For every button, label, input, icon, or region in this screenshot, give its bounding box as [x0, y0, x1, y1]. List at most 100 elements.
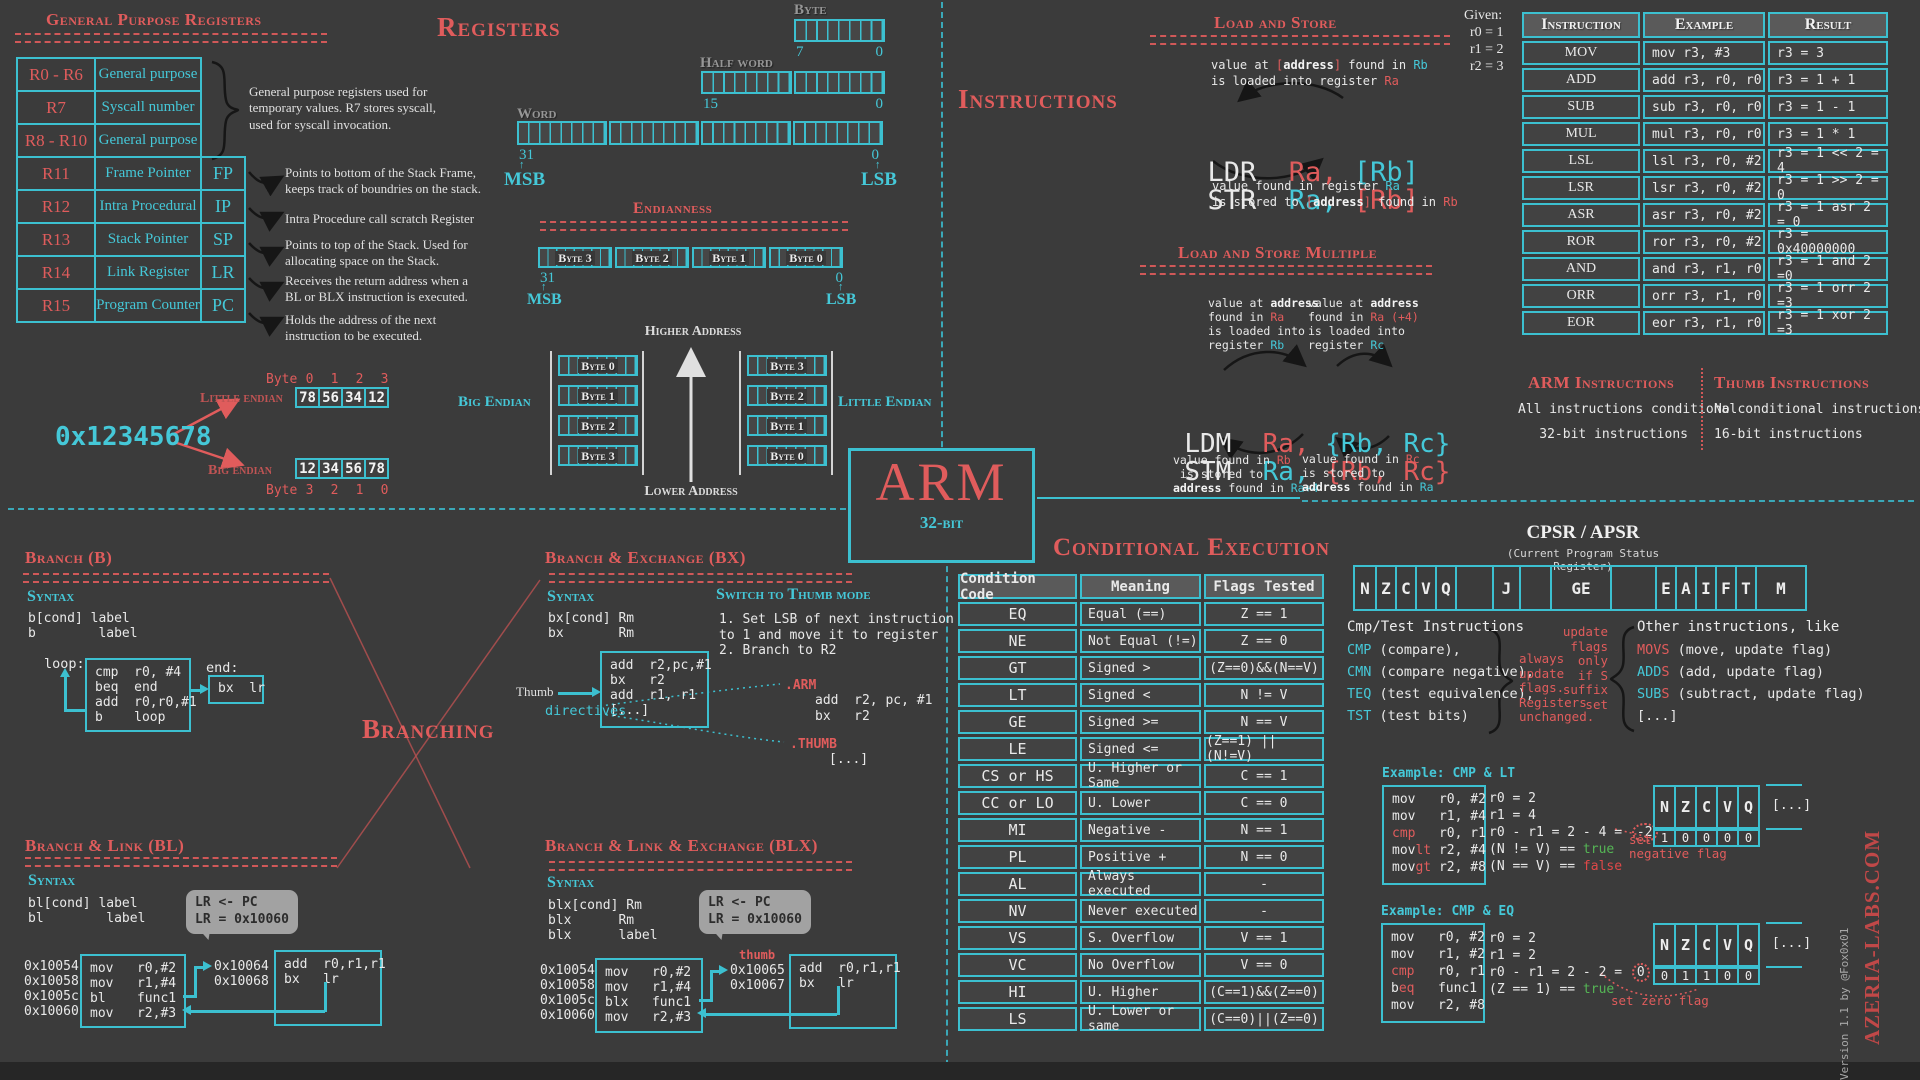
instruction-example: ror r3, r0, #2 — [1643, 230, 1765, 254]
note-segment: false — [1582, 859, 1623, 874]
blx-lr-bubble: LR <- PC LR = 0x10060 — [699, 890, 811, 934]
condition-code: GT — [958, 656, 1077, 680]
byte-number: 3 — [305, 483, 314, 498]
note-segment: found in — [1208, 310, 1271, 324]
note-segment: (Z == 1) == — [1489, 982, 1583, 997]
instruction-result: r3 = 1 << 2 = 4 — [1768, 146, 1888, 176]
gpr-table: R0 - R6 General purpose R7 Syscall numbe… — [16, 57, 246, 323]
gpr-register: R0 - R6 — [16, 57, 96, 92]
note-line: (N == V) == false — [1489, 859, 1658, 877]
instruction-table-header: Instruction Example Result — [1522, 12, 1888, 38]
note-segment: value found in — [1173, 453, 1277, 467]
other-instruction-item: [...] — [1637, 707, 1865, 729]
instruction-result: r3 = 1 xor 2 =3 — [1768, 308, 1888, 338]
byte-value: 12 — [364, 387, 389, 408]
condition-meaning: U. Higher — [1080, 980, 1201, 1004]
note-segment: (N == V) == — [1489, 859, 1583, 874]
flag-bit: Q — [1737, 785, 1760, 829]
address: 0x10060 — [540, 1008, 595, 1023]
condition-flags: N == V — [1204, 710, 1324, 734]
byte-value: 56 — [341, 458, 366, 479]
example1-label: Example: CMP & LT — [1382, 766, 1516, 781]
condition-row: CS or HS U. Higher or Same C == 1 — [958, 761, 1324, 791]
flag-value: 0 — [1716, 967, 1739, 985]
switch-thumb-steps: 1. Set LSB of next instruction to 1 and m… — [719, 612, 954, 659]
note-segment: ] — [1333, 58, 1342, 72]
condition-row: GE Signed >= N == V — [958, 710, 1324, 734]
note-line: (Z == 1) == true — [1489, 982, 1650, 1000]
condition-row: GT Signed > (Z==0)&&(N==V) — [958, 656, 1324, 680]
instruction-example: sub r3, r0, r0 — [1643, 95, 1765, 119]
flag-bit: C — [1695, 923, 1718, 967]
step-line: 1. Set LSB of next instruction — [719, 612, 954, 627]
cpsr-bit: C — [1395, 565, 1417, 611]
code-line: mov r1,#4 — [605, 980, 692, 995]
stack-byte-label: Byte 1 — [767, 418, 807, 433]
load-store-title: Load and Store — [1214, 13, 1337, 32]
loop-arrow-line — [64, 709, 86, 712]
gpr-alias: LR — [200, 255, 246, 290]
word-box-3 — [701, 121, 791, 145]
condition-meaning: Equal (==) — [1080, 602, 1201, 626]
step-line: 2. Branch to R2 — [719, 643, 837, 658]
condition-meaning: Signed > — [1080, 656, 1201, 680]
divider-horizontal-solid — [1037, 497, 1300, 499]
end-arrowhead — [200, 684, 209, 694]
item-segment: TEQ — [1347, 686, 1372, 702]
stack-byte-row: Byte 3 — [747, 355, 827, 376]
divider-horizontal-right — [1302, 500, 1914, 502]
note-segment: register — [1308, 338, 1371, 352]
big-byte-label: Byte — [266, 483, 298, 498]
big-byte-numbers: 3 2 1 0 — [297, 483, 397, 498]
little-endian-example-label: Little endian — [200, 391, 283, 406]
cpsr-bit: A — [1675, 565, 1697, 611]
note-segment: ] — [1363, 195, 1371, 209]
load-store-rule — [1150, 35, 1450, 45]
note-line: value found in Rb — [1173, 453, 1318, 467]
byte-value: 34 — [318, 458, 343, 479]
note-line: found in Ra (+4) — [1308, 310, 1419, 324]
gpr-note-r13: Points to top of the Stack. Used for all… — [285, 237, 468, 269]
note-line: address found in Ra — [1302, 480, 1434, 494]
condition-meaning: Signed >= — [1080, 710, 1201, 734]
halfword-hi: 15 — [703, 96, 718, 112]
bl-return-arrowhead — [182, 1005, 191, 1015]
gpr-description: Syscall number — [94, 90, 202, 125]
gpr-row: R13 Stack Pointer SP — [16, 222, 246, 257]
note-segment: value found in register — [1212, 179, 1386, 193]
note-segment: found in — [1350, 480, 1420, 494]
byte-label: Byte — [794, 2, 827, 18]
address: 0x10058 — [540, 978, 595, 993]
registers-title: Registers — [437, 12, 561, 42]
end-code-box: bx lr — [208, 675, 265, 704]
blx-code-box: mov r0,#2 mov r1,#4 blx func1 mov r2,#3 — [595, 958, 703, 1033]
byte-number: 0 — [305, 372, 314, 387]
stack-guard-line — [831, 351, 833, 475]
gpr-register: R15 — [16, 288, 96, 323]
note-segment: is loaded into — [1208, 324, 1305, 338]
cmp-test-item: CMN (compare negative), — [1347, 663, 1534, 685]
bubble-line: LR <- PC — [195, 895, 258, 910]
code-segment: mov r1, #2 — [1391, 947, 1485, 962]
code-segment: mov r0, #2 — [1392, 792, 1486, 807]
note-line: value at [address] found in Rb — [1211, 57, 1428, 73]
condition-meaning: Never executed — [1080, 899, 1201, 923]
gpr-description: Program Counter — [94, 288, 202, 323]
bl-call-arrow — [183, 995, 195, 998]
code-line: cmp r0, r1 — [1391, 964, 1485, 981]
gpr-row: R15 Program Counter PC — [16, 288, 246, 323]
thumb-directive-code: [...] — [829, 752, 868, 767]
condition-row: VC No Overflow V == 0 — [958, 953, 1324, 977]
condition-row: LE Signed <= (Z==1) || (N!=V) — [958, 734, 1324, 764]
byte-group-label: Byte 3 — [555, 250, 595, 265]
flag-bit: Z — [1674, 923, 1697, 967]
instruction-result: r3 = 1 + 1 — [1768, 68, 1888, 92]
note-segment: Rc — [1405, 452, 1420, 466]
arm-logo-title: ARM — [875, 452, 1008, 512]
other-instructions-title: Other instructions, like — [1637, 619, 1840, 635]
instruction-name: ASR — [1522, 203, 1640, 227]
condition-code: EQ — [958, 602, 1077, 626]
note-segment: Rb — [1276, 453, 1291, 467]
conditional-execution-heading: Conditional Execution — [1053, 534, 1331, 561]
